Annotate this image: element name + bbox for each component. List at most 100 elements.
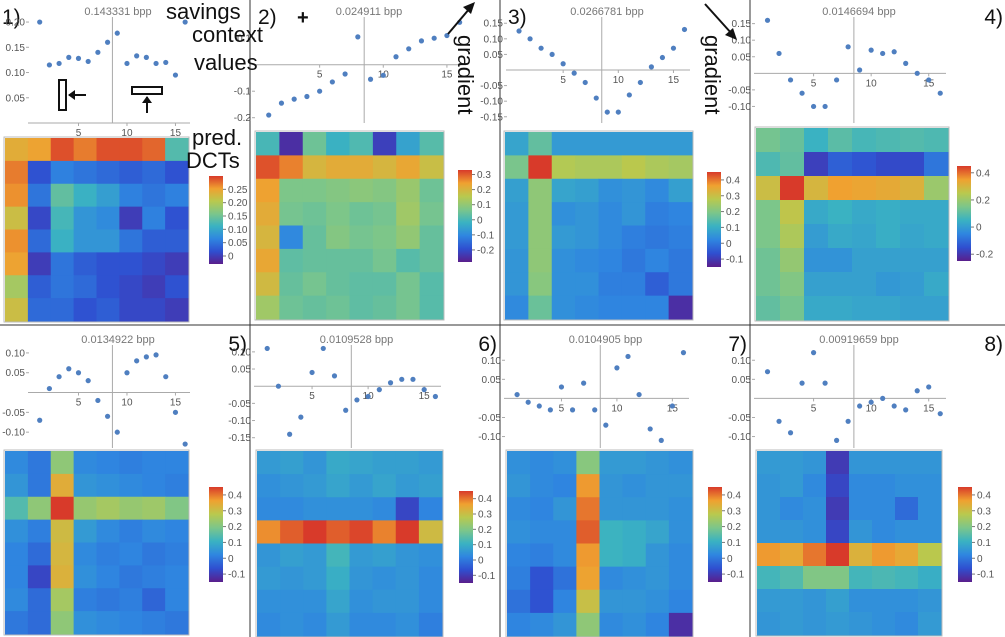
heatmap-cell: [279, 202, 304, 227]
heatmap-cell: [50, 298, 75, 322]
y-tick-label: -0.10: [2, 428, 25, 439]
heatmap-cell: [96, 183, 120, 208]
heatmap-cell: [5, 451, 29, 475]
heatmap-cell: [372, 132, 397, 156]
heatmap-cell: [165, 496, 189, 521]
heatmap-cell: [142, 496, 166, 521]
colorbar-tick-label: 0.4: [478, 494, 492, 505]
heatmap-cell: [96, 542, 120, 566]
scatter-point: [380, 72, 386, 78]
y-tick-label: 0.1: [237, 34, 251, 45]
scatter-point: [822, 103, 828, 110]
scatter-point: [287, 431, 293, 437]
heatmap-cell: [553, 497, 577, 521]
heatmap-cell: [551, 202, 576, 227]
heatmap-cell: [257, 497, 281, 521]
heatmap-cell: [621, 225, 646, 250]
scatter-point: [75, 55, 82, 61]
heatmap-cell: [668, 295, 693, 320]
x-tick-label: 5: [309, 391, 315, 402]
y-tick-label: 0.05: [232, 365, 252, 376]
scatter-point: [182, 19, 188, 25]
heatmap-cell: [530, 543, 554, 568]
heatmap-cell: [372, 202, 397, 227]
scatter-point: [776, 418, 782, 424]
heatmap-cell: [395, 612, 420, 637]
heatmap-cell: [528, 295, 553, 320]
heatmap-cell: [849, 566, 873, 590]
heatmap-cell: [668, 589, 693, 614]
heatmap-cell: [645, 589, 670, 614]
heatmap-cell: [756, 176, 781, 201]
heatmap-cell: [280, 451, 304, 475]
heatmap-cell: [576, 520, 601, 545]
y-tick-label: -0.10: [228, 416, 251, 427]
heatmap-cell: [756, 128, 781, 153]
y-tick-label: 0.05: [6, 368, 26, 379]
x-tick-label: 5: [317, 70, 323, 81]
heatmap-cell: [621, 202, 646, 227]
heatmap-cell: [396, 132, 421, 156]
scatter-point: [75, 370, 82, 376]
heatmap-cell: [419, 248, 444, 273]
heatmap-cell: [900, 200, 925, 225]
heatmap-cell: [73, 229, 98, 253]
heatmap-cell: [50, 473, 75, 498]
y-tick-label: -0.05: [728, 85, 751, 96]
heatmap-cell: [96, 206, 120, 231]
colorbar-tick-label: -0.1: [228, 570, 246, 581]
heatmap-cell: [302, 225, 327, 250]
heatmap-cell: [849, 589, 873, 613]
heatmap-cell: [326, 543, 351, 568]
heatmap-cell: [349, 497, 374, 521]
heatmap-cell: [924, 176, 949, 201]
x-tick-label: 15: [441, 70, 453, 81]
scatter-point: [514, 391, 520, 398]
heatmap-cell: [876, 296, 901, 321]
scatter-point: [114, 429, 120, 435]
heatmap-cell: [96, 229, 120, 253]
scatter-point: [681, 26, 688, 33]
heatmap-cell: [418, 520, 443, 545]
x-tick-label: 10: [121, 398, 133, 409]
heatmap-cell: [280, 566, 304, 591]
heatmap-cell: [96, 565, 120, 589]
heatmap-cell: [73, 451, 98, 475]
heatmap-cell: [895, 451, 919, 475]
heatmap-cell: [872, 451, 896, 475]
scatter-point: [153, 352, 159, 358]
heatmap-cell: [551, 132, 576, 156]
scatter-point: [538, 45, 544, 51]
heatmap-frame: [3, 449, 190, 636]
heatmap-cell: [165, 542, 189, 566]
heatmap-cell: [804, 152, 829, 177]
colorbar-tick-label: 0.4: [976, 168, 990, 179]
scatter-point: [547, 407, 553, 413]
bpp-label: 0.143331 bpp: [84, 6, 151, 18]
heatmap-cell: [645, 178, 670, 203]
heatmap-cell: [280, 497, 304, 521]
heatmap-cell: [645, 202, 670, 227]
scatter-point: [399, 376, 405, 382]
heatmap-cell: [50, 588, 75, 612]
heatmap-cell: [803, 474, 827, 498]
scatter-point: [421, 387, 427, 393]
y-tick-label: 0.10: [732, 356, 752, 367]
heatmap-cell: [852, 248, 877, 273]
scatter-point: [331, 373, 338, 379]
heatmap-cell: [645, 612, 670, 637]
heatmap-cell: [803, 543, 827, 567]
heatmap-cell: [872, 589, 896, 613]
colorbar-tick-label: -0.2: [976, 250, 994, 261]
heatmap-cell: [349, 612, 374, 637]
heatmap-cell: [621, 272, 646, 297]
scatter-point: [329, 79, 335, 85]
y-tick-label: -0.10: [480, 97, 503, 108]
heatmap-cell: [599, 520, 624, 545]
heatmap-cell: [622, 497, 647, 521]
heatmap-cell: [395, 589, 420, 614]
scatter-point: [764, 17, 771, 23]
heatmap-cell: [27, 206, 52, 231]
heatmap-cell: [165, 588, 189, 612]
heatmap-cell: [50, 183, 75, 208]
